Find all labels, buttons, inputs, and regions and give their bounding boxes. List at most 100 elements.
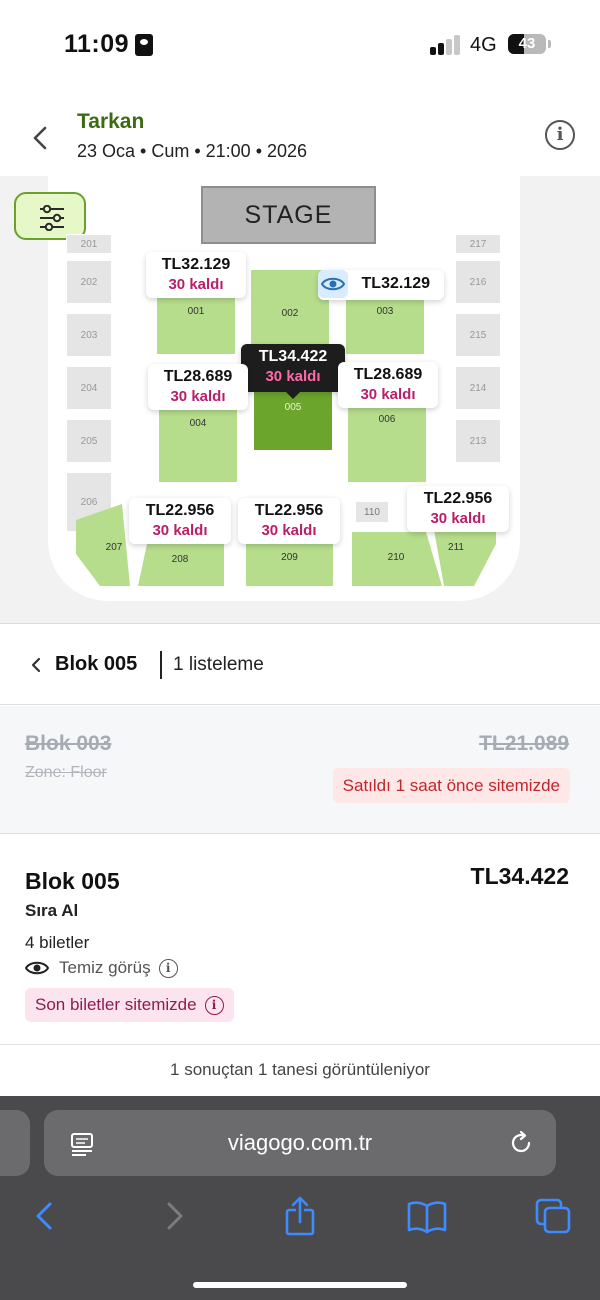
filter-button[interactable] (14, 192, 86, 240)
blok-name: Blok 005 (55, 653, 138, 675)
eye-icon (318, 270, 348, 298)
sold-listing-price: TL21.089 (479, 732, 569, 755)
sliders-icon (40, 205, 64, 231)
section-label: 004 (189, 418, 207, 429)
section-203[interactable]: 203 (66, 313, 112, 357)
section-110[interactable]: 110 (356, 502, 388, 522)
price-tag-price: TL28.689 (353, 366, 423, 383)
listing-view: Temiz görüş i (25, 957, 178, 979)
url-text: viagogo.com.tr (227, 1130, 373, 1155)
section-214[interactable]: 214 (455, 366, 501, 410)
listing-card[interactable]: Blok 005 TL34.422 Sıra Al 4 biletler Tem… (0, 835, 600, 1045)
price-tag-004[interactable]: TL28.689 30 kaldı (148, 364, 248, 410)
section-label: 210 (388, 552, 405, 563)
price-tag-remaining: 30 kaldı (360, 386, 416, 403)
sold-badge: Satıldı 1 saat önce sitemizde (332, 768, 570, 803)
info-icon[interactable]: i (545, 120, 575, 150)
section-204[interactable]: 204 (66, 366, 112, 410)
reload-icon[interactable] (508, 1130, 534, 1156)
back-icon[interactable] (30, 126, 50, 150)
listing-name: Blok 005 (25, 868, 120, 894)
sold-listing-name: Blok 003 (25, 732, 112, 755)
section-202[interactable]: 202 (66, 260, 112, 304)
section-205[interactable]: 205 (66, 419, 112, 463)
section-002[interactable]: 002 (251, 270, 329, 354)
section-004[interactable]: 004 (159, 398, 237, 482)
last-tickets-badge: Son biletler sitemizde i (25, 988, 234, 1022)
price-tag-price: TL34.422 (258, 348, 328, 365)
status-time: 11:09 (64, 30, 130, 58)
section-213[interactable]: 213 (455, 419, 501, 463)
sold-listing[interactable]: Blok 003 Zone: Floor TL21.089 Satıldı 1 … (0, 706, 600, 834)
chevron-left-icon[interactable] (30, 657, 42, 673)
price-tag-211[interactable]: TL22.956 30 kaldı (407, 486, 509, 532)
info-icon[interactable]: i (204, 995, 224, 1015)
battery-icon: 43 (508, 34, 546, 54)
price-tag-remaining: 30 kaldı (168, 276, 224, 293)
section-label: 002 (281, 308, 299, 319)
app-header: Tarkan 23 Oca • Cum • 21:00 • 2026 i (0, 96, 600, 176)
divider (160, 651, 162, 679)
status-bar: 11:09 4G 43 (0, 0, 600, 90)
back-icon[interactable] (32, 1196, 56, 1240)
address-bar[interactable]: viagogo.com.tr (44, 1110, 556, 1176)
price-tag-remaining: 30 kaldı (265, 368, 321, 385)
id-card-icon (135, 34, 153, 56)
view-label: Temiz görüş (59, 958, 151, 977)
seat-map[interactable]: STAGE 201 202 203 204 205 206 217 216 21… (0, 176, 600, 624)
listing-row: Sıra Al (25, 901, 79, 920)
listing-price: TL34.422 (470, 863, 569, 889)
browser-nav (0, 1196, 600, 1240)
price-tag-price: TL22.956 (254, 502, 324, 519)
price-tag-price: TL32.129 (161, 256, 231, 273)
listing-count: 1 listeleme (173, 654, 264, 675)
info-icon[interactable]: i (158, 958, 178, 978)
section-label: 209 (281, 552, 298, 563)
blok-header: Blok 005 1 listeleme (0, 625, 600, 705)
section-217[interactable]: 217 (455, 234, 501, 254)
previous-tab[interactable] (0, 1110, 30, 1176)
section-216[interactable]: 216 (455, 260, 501, 304)
network-type: 4G (470, 34, 497, 56)
results-summary: 1 sonuçtan 1 tanesi görüntüleniyor (0, 1046, 600, 1094)
section-201[interactable]: 201 (66, 234, 112, 254)
section-label: 211 (448, 542, 464, 553)
battery-level: 43 (518, 35, 536, 52)
eye-icon (25, 961, 49, 975)
battery-cap (548, 40, 551, 48)
page-menu-icon[interactable] (70, 1132, 94, 1156)
bookmarks-icon[interactable] (407, 1196, 447, 1240)
price-tag-006[interactable]: TL28.689 30 kaldı (338, 362, 438, 408)
signal-icon (430, 35, 462, 55)
event-title: Tarkan (77, 110, 145, 133)
price-tag-005-selected[interactable]: TL34.422 30 kaldı (241, 344, 345, 399)
price-tag-price: TL22.956 (145, 502, 215, 519)
tabs-icon[interactable] (535, 1196, 573, 1240)
browser-toolbar: viagogo.com.tr (0, 1096, 600, 1300)
section-006[interactable]: 006 (348, 398, 426, 482)
section-215[interactable]: 215 (455, 313, 501, 357)
price-tag-remaining: 30 kaldı (170, 388, 226, 405)
section-207[interactable]: 207 (72, 500, 132, 588)
event-subtitle: 23 Oca • Cum • 21:00 • 2026 (77, 141, 308, 161)
stage: STAGE (201, 186, 376, 244)
section-210[interactable]: 210 (352, 530, 442, 588)
price-tag-remaining: 30 kaldı (152, 522, 208, 539)
listing-quantity: 4 biletler (25, 933, 90, 952)
section-208[interactable]: 208 (138, 528, 224, 588)
section-label: 003 (376, 306, 394, 317)
section-label: 001 (187, 306, 205, 317)
price-tag-price: TL22.956 (423, 490, 493, 507)
last-tickets-label: Son biletler sitemizde (35, 995, 197, 1014)
section-label: 005 (284, 402, 302, 413)
sold-listing-zone: Zone: Floor (25, 764, 107, 781)
section-label: 006 (378, 414, 396, 425)
forward-icon[interactable] (163, 1196, 187, 1240)
home-indicator (193, 1282, 407, 1288)
share-icon[interactable] (284, 1196, 316, 1240)
price-tag-001[interactable]: TL32.129 30 kaldı (146, 252, 246, 298)
price-tag-price: TL28.689 (163, 368, 233, 385)
section-label: 208 (172, 554, 189, 565)
price-tag-208[interactable]: TL22.956 30 kaldı (129, 498, 231, 544)
price-tag-209[interactable]: TL22.956 30 kaldı (238, 498, 340, 544)
